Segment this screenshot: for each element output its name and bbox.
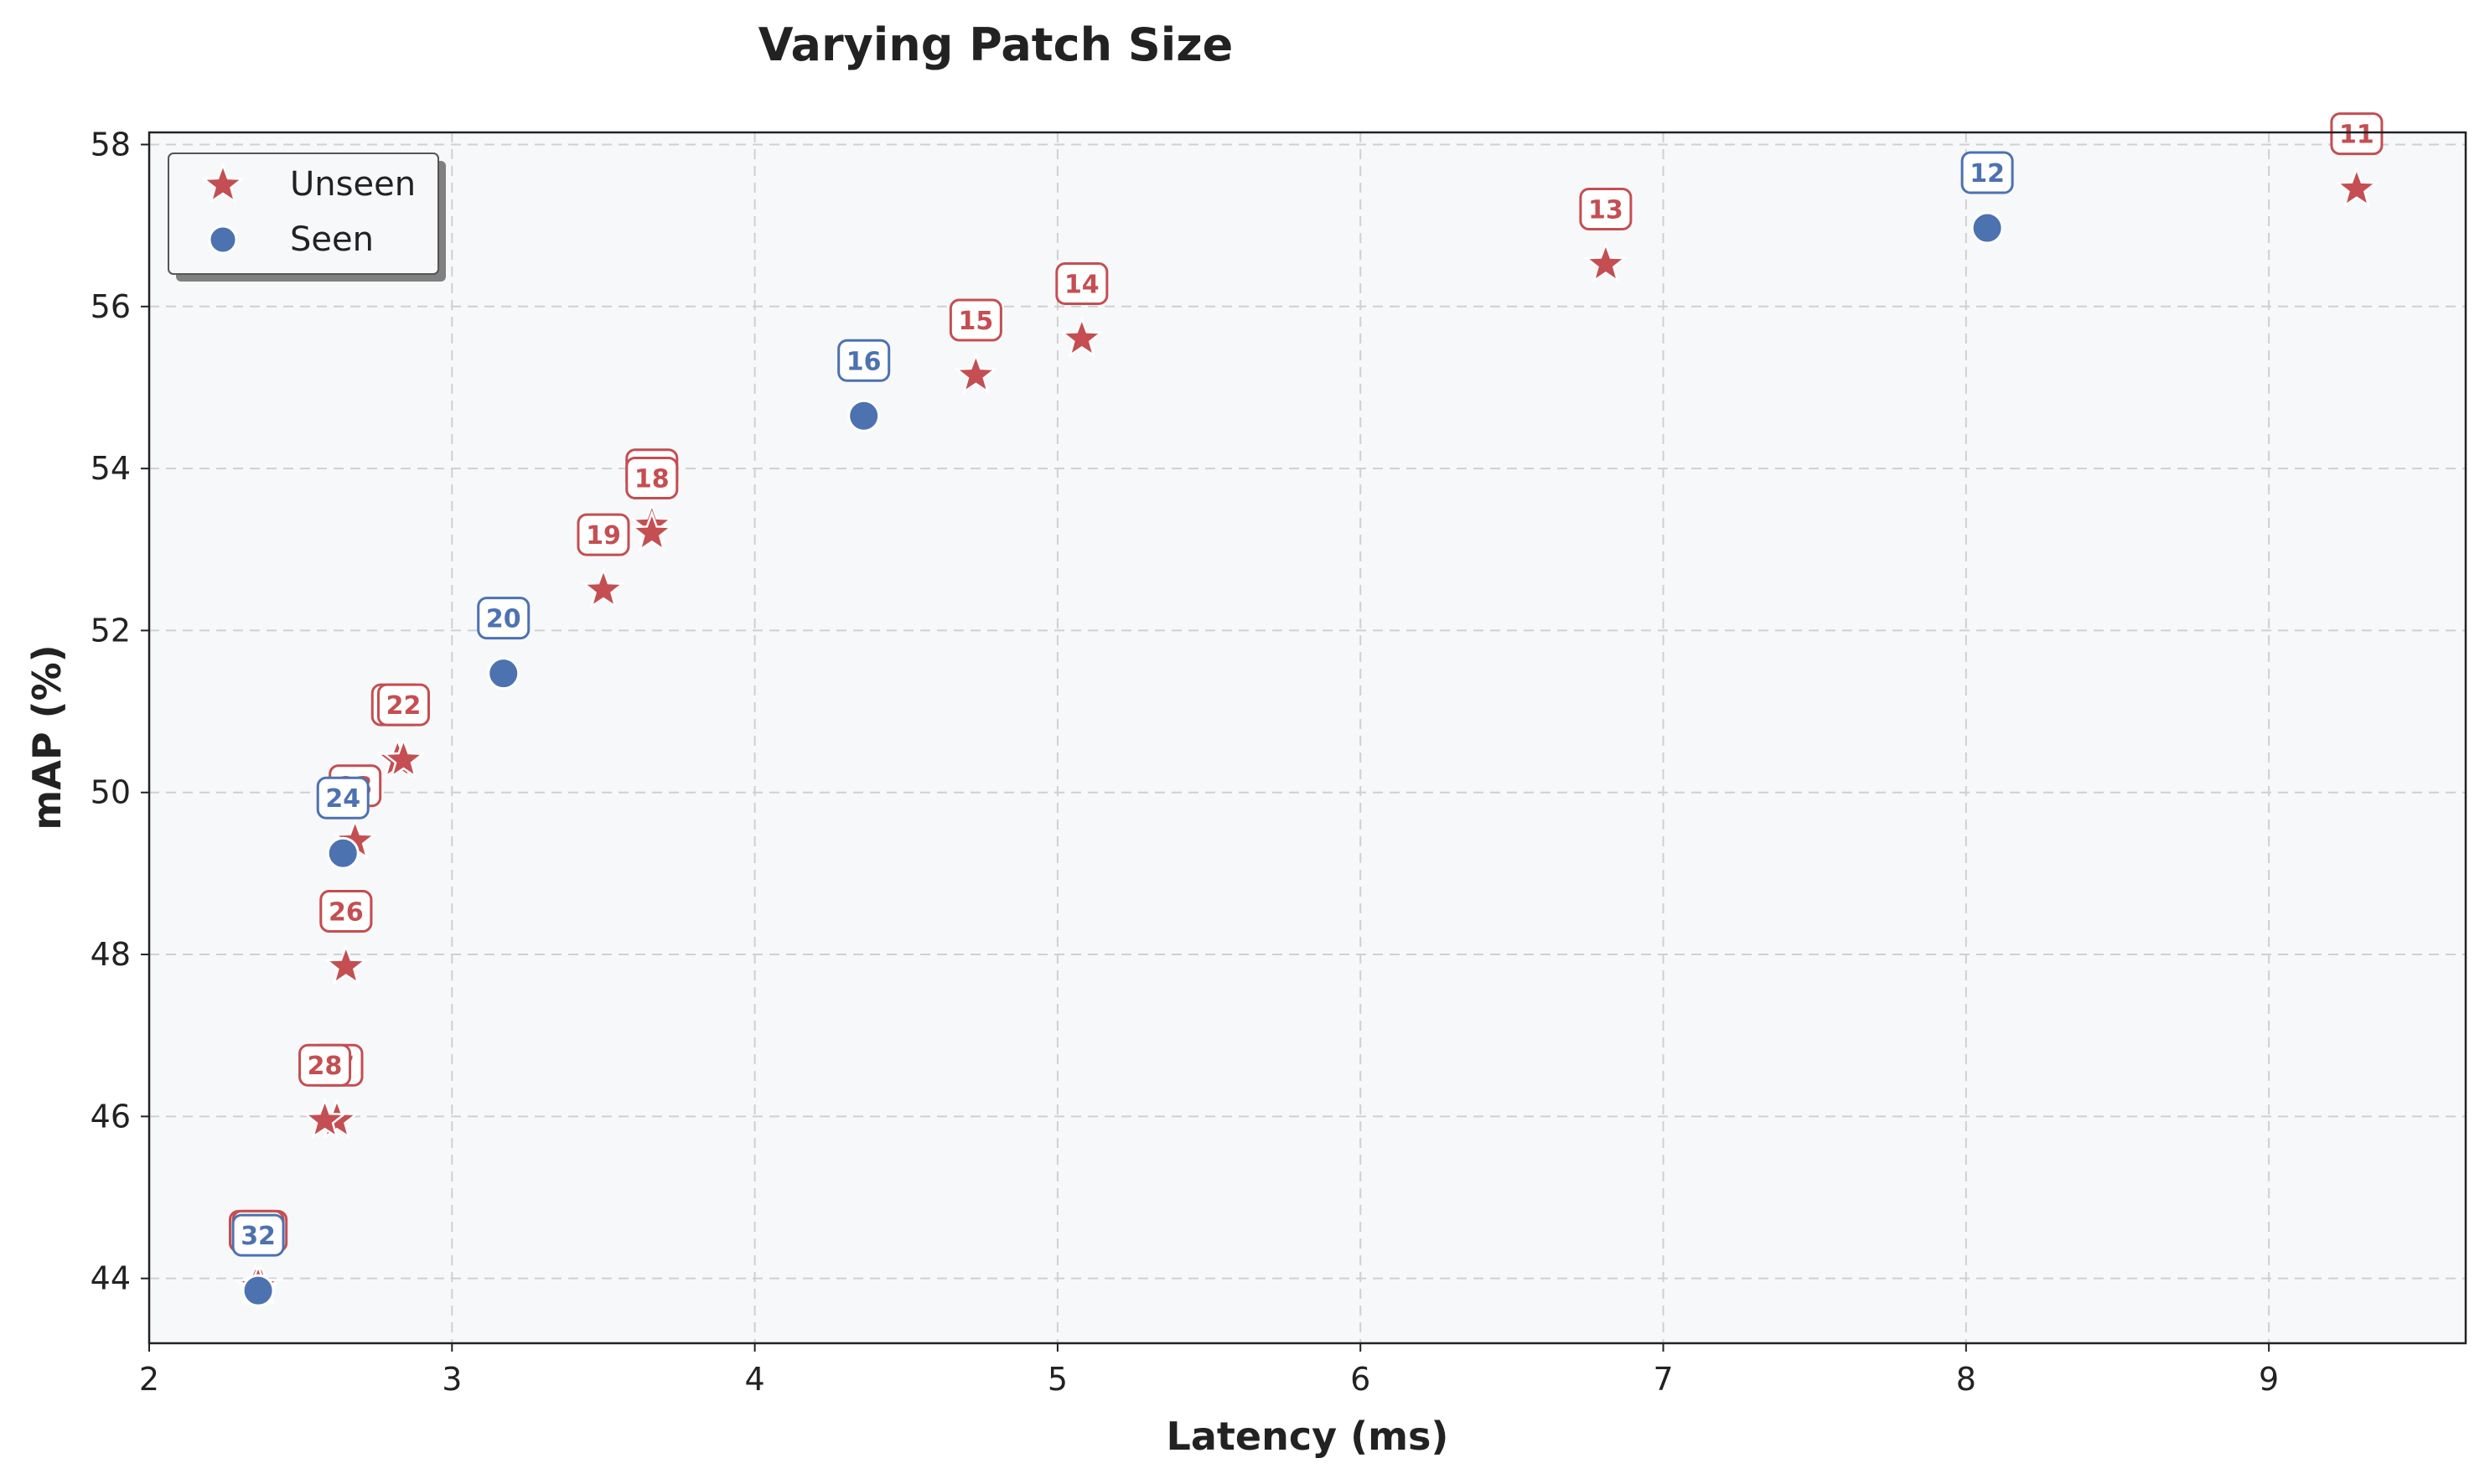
x-tick-label: 7 [1653, 1361, 1673, 1398]
point-labels: 1113141517181921222325262728293031121620… [228, 112, 2384, 1257]
seen-point [847, 399, 881, 432]
point-label: 18 [634, 464, 670, 494]
point-label-box [1055, 261, 1109, 305]
y-tick-label: 44 [91, 1260, 131, 1297]
point-label: 26 [329, 898, 364, 928]
data-points [233, 166, 2379, 1307]
y-tick-label: 46 [91, 1098, 131, 1135]
point-label: 14 [1064, 270, 1100, 299]
unseen-point [629, 509, 675, 552]
x-tick-label: 4 [745, 1361, 765, 1398]
point-label-box [577, 513, 630, 556]
x-axis-label: Latency (ms) [1167, 1414, 1449, 1459]
y-tick-label: 52 [91, 612, 131, 649]
y-tick-label: 56 [91, 288, 131, 325]
unseen-point [581, 566, 626, 609]
legend: Unseen Seen [168, 153, 446, 282]
legend-marker-seen [208, 225, 238, 255]
point-label: 22 [386, 691, 422, 721]
seen-point [487, 657, 520, 690]
unseen-point [954, 352, 998, 395]
point-label-box [231, 1213, 285, 1257]
unseen-point [2334, 166, 2379, 209]
y-axis-label: mAP (%) [24, 644, 70, 830]
seen-point [326, 836, 360, 870]
point-label: 24 [325, 784, 360, 814]
unseen-point [1583, 240, 1628, 283]
x-tick-label: 2 [139, 1361, 159, 1398]
point-label: 19 [586, 521, 621, 551]
plot-frame [148, 131, 2467, 1345]
point-label-box [376, 683, 430, 726]
point-label: 11 [2339, 121, 2374, 150]
point-label-box [477, 597, 531, 640]
legend-label-seen: Seen [290, 220, 374, 259]
point-label-box [949, 298, 1002, 342]
point-label: 15 [958, 307, 993, 336]
point-label: 12 [1970, 159, 2005, 189]
point-label-box [298, 1043, 352, 1087]
point-label-box [837, 339, 891, 382]
x-tick-label: 6 [1350, 1361, 1370, 1398]
point-label-box [2330, 112, 2384, 156]
point-label-box [625, 456, 679, 499]
x-tick-label: 5 [1048, 1361, 1068, 1398]
unseen-point [1059, 315, 1105, 358]
seen-point [241, 1274, 275, 1307]
legend-star-icon [200, 162, 246, 204]
point-label-box [1579, 188, 1633, 231]
point-label: 32 [241, 1222, 276, 1251]
point-label-box [319, 890, 373, 933]
x-tick-label: 9 [2259, 1361, 2279, 1398]
x-tick-label: 3 [442, 1361, 462, 1398]
x-tick-label: 8 [1956, 1361, 1976, 1398]
unseen-point [324, 943, 369, 985]
point-label: 28 [308, 1052, 343, 1081]
point-label: 13 [1588, 196, 1623, 225]
legend-label-unseen: Unseen [290, 165, 416, 204]
seen-point [1970, 211, 2004, 245]
plot-area [149, 132, 2466, 1343]
grid [148, 132, 2466, 1343]
point-label: 16 [846, 347, 882, 376]
unseen-point [303, 1097, 347, 1140]
unseen-point [381, 737, 426, 779]
point-label-box [316, 776, 370, 820]
y-tick-label: 48 [91, 936, 131, 973]
y-tick-label: 58 [91, 126, 131, 163]
point-label-box [1960, 151, 2014, 194]
legend-marker-unseen [200, 162, 246, 204]
point-label: 20 [486, 605, 521, 634]
y-tick-label: 50 [91, 774, 131, 811]
y-tick-label: 54 [91, 450, 131, 487]
chart-title: Varying Patch Size [758, 18, 1234, 71]
